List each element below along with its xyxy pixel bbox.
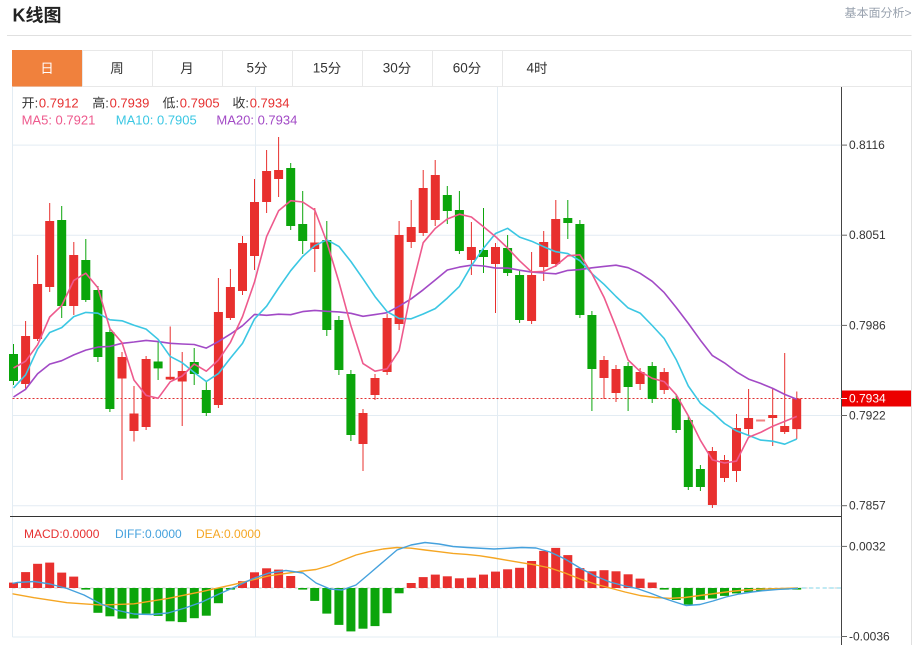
svg-text::: :	[176, 96, 180, 111]
svg-text::: :	[245, 96, 249, 111]
svg-text:-0.0036: -0.0036	[849, 630, 890, 644]
svg-text:MACD:0.0000: MACD:0.0000	[24, 527, 100, 541]
svg-text:0.7857: 0.7857	[849, 499, 886, 513]
svg-text:5: 5	[247, 61, 255, 76]
svg-text:0.8116: 0.8116	[849, 138, 885, 152]
svg-text:MA20: 0.7934: MA20: 0.7934	[216, 113, 297, 128]
svg-text::: :	[35, 96, 39, 111]
svg-text:MA10: 0.7905: MA10: 0.7905	[116, 113, 197, 128]
svg-text:60: 60	[453, 61, 468, 76]
svg-text:4: 4	[527, 61, 535, 76]
svg-text:>: >	[905, 6, 912, 20]
svg-text:MA5: 0.7921: MA5: 0.7921	[22, 113, 96, 128]
svg-text:0.7934: 0.7934	[849, 392, 886, 406]
svg-text:K: K	[13, 6, 26, 26]
svg-text:30: 30	[383, 61, 398, 76]
svg-text:0.7912: 0.7912	[39, 96, 79, 111]
svg-text:0.7986: 0.7986	[849, 318, 886, 332]
svg-text::: :	[105, 96, 109, 111]
svg-text:15: 15	[313, 61, 328, 76]
svg-text:0.0032: 0.0032	[849, 539, 886, 553]
svg-text:0.7939: 0.7939	[110, 96, 150, 111]
svg-text:0.7922: 0.7922	[849, 409, 886, 423]
svg-text:DEA:0.0000: DEA:0.0000	[196, 527, 261, 541]
svg-text:0.7934: 0.7934	[250, 96, 290, 111]
svg-text:DIFF:0.0000: DIFF:0.0000	[115, 527, 182, 541]
svg-text:0.7905: 0.7905	[180, 96, 220, 111]
svg-text:0.8051: 0.8051	[849, 228, 886, 242]
